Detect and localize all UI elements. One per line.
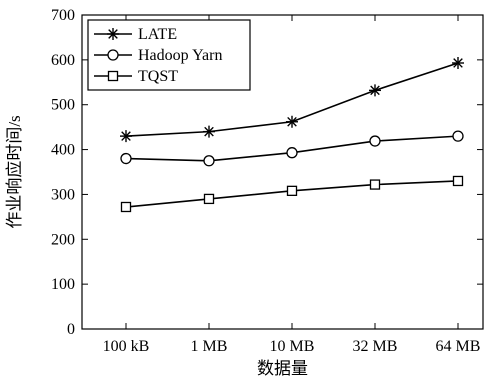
data-point — [203, 193, 215, 205]
data-point — [203, 125, 215, 138]
y-axis-title: 作业响应时间/s — [5, 115, 24, 228]
data-point — [286, 185, 298, 196]
data-point — [452, 130, 464, 142]
asterisk-stroke — [287, 116, 297, 127]
asterisk-stroke — [453, 58, 463, 68]
y-tick-label: 700 — [51, 7, 75, 24]
y-tick-label: 500 — [51, 97, 75, 114]
legend-entry: TQST — [94, 68, 178, 85]
data-point — [286, 115, 298, 128]
asterisk-stroke — [204, 126, 214, 137]
data-point — [452, 175, 464, 187]
x-axis-title: 数据量 — [257, 359, 308, 378]
series-hadoop-yarn — [120, 130, 464, 167]
data-point — [369, 84, 381, 97]
x-tick-label: 32 MB — [353, 338, 398, 355]
data-point — [452, 56, 464, 69]
legend-marker — [107, 49, 119, 61]
legend-marker — [107, 70, 119, 82]
x-tick-label: 10 MB — [270, 338, 315, 355]
x-axis: 100 kB 1 MB 10 MB 32 MB 64 MB — [103, 15, 481, 355]
y-tick-label: 200 — [51, 231, 75, 248]
data-point — [120, 152, 132, 165]
asterisk-stroke — [108, 29, 118, 39]
series-layer — [120, 56, 464, 213]
data-point — [203, 155, 215, 167]
legend-marker — [107, 28, 119, 40]
x-tick-label: 64 MB — [436, 338, 481, 355]
plot-border — [81, 14, 484, 330]
y-axis: 0 100 200 300 400 500 600 700 — [51, 7, 483, 338]
legend: LATE Hadoop Yarn TQST — [87, 19, 251, 91]
legend-label: TQST — [138, 68, 178, 85]
y-tick-label: 0 — [67, 321, 75, 338]
legend-label: Hadoop Yarn — [138, 47, 222, 64]
y-tick-label: 300 — [51, 186, 75, 203]
asterisk-stroke — [370, 85, 380, 96]
asterisk-stroke — [121, 131, 131, 141]
legend-entry: LATE — [94, 26, 177, 43]
plot-area — [81, 14, 484, 330]
x-tick-label: 1 MB — [191, 338, 228, 355]
data-point — [369, 179, 381, 190]
y-tick-label: 100 — [51, 276, 75, 293]
series-tqst — [120, 175, 464, 213]
legend-label: LATE — [138, 26, 177, 43]
data-point — [120, 201, 132, 213]
data-point — [286, 147, 298, 159]
data-point — [120, 130, 132, 143]
y-tick-label: 400 — [51, 142, 75, 159]
x-tick-label: 100 kB — [103, 338, 150, 355]
data-point — [369, 135, 381, 147]
legend-entry: Hadoop Yarn — [94, 47, 222, 64]
y-tick-label: 600 — [51, 52, 75, 69]
series-late — [120, 56, 464, 143]
